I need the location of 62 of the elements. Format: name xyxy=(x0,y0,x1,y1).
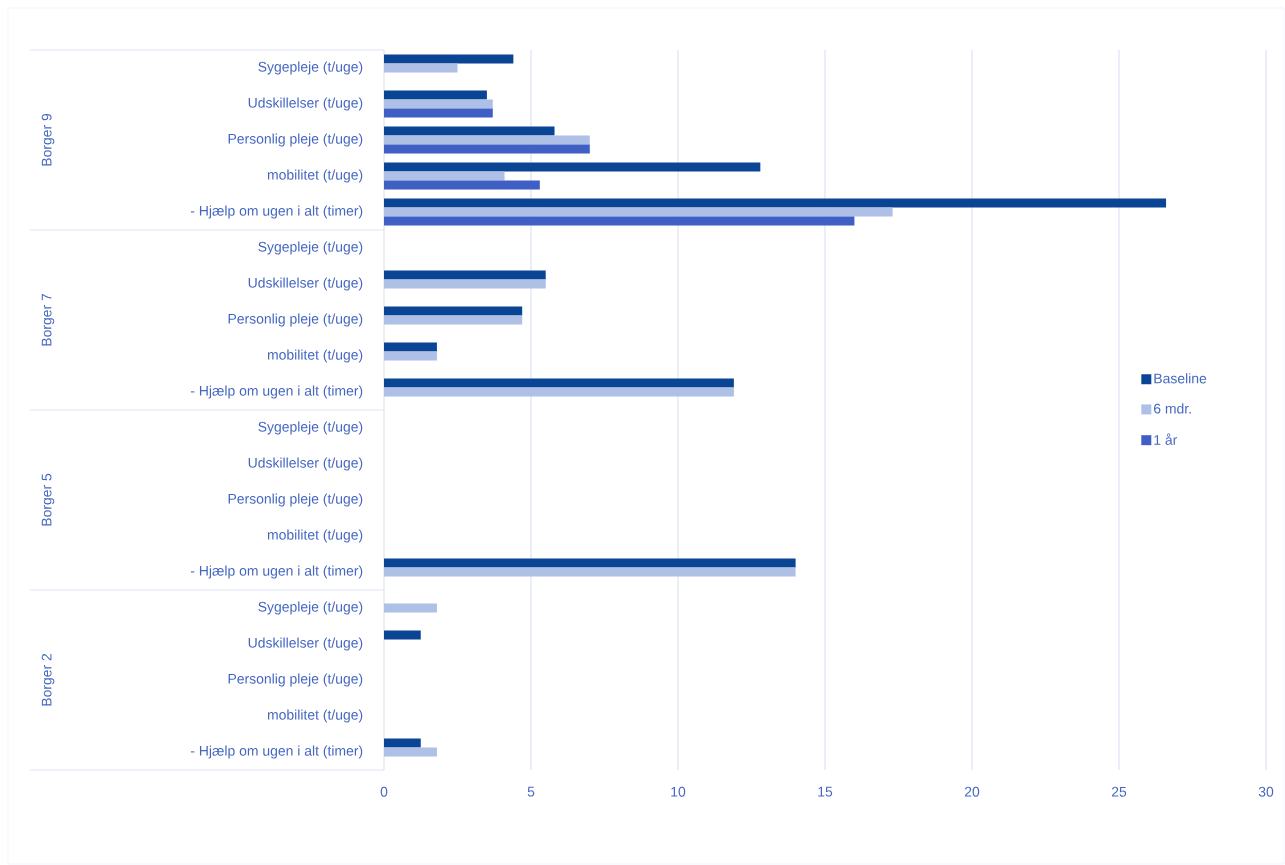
bar xyxy=(384,162,761,172)
text: Borger 9 xyxy=(41,113,55,166)
legend-label: Baseline xyxy=(1154,373,1207,384)
bar xyxy=(384,387,734,397)
x-tick-label: 0 xyxy=(380,786,388,797)
y-tick-label: Sygepleje (t/uge) xyxy=(258,601,363,615)
y-tick-label: Personlig pleje (t/uge) xyxy=(228,133,363,147)
y-tick-label: Sygepleje (t/uge) xyxy=(258,241,363,255)
bar xyxy=(384,54,514,64)
y-tick-label: Sygepleje (t/uge) xyxy=(258,421,363,435)
bar xyxy=(384,63,458,73)
y-tick-label: - Hjælp om ugen i alt (timer) xyxy=(190,745,363,759)
bar xyxy=(384,99,493,109)
bar xyxy=(384,747,437,757)
bar xyxy=(384,108,493,118)
y-tick-label: Personlig pleje (t/uge) xyxy=(228,313,363,327)
text: Borger 2 xyxy=(41,653,55,706)
y-tick-label: Udskillelser (t/uge) xyxy=(248,637,363,651)
text: Borger 5 xyxy=(41,473,55,526)
y-tick-label: Udskillelser (t/uge) xyxy=(248,97,363,111)
bar xyxy=(384,216,855,226)
bar xyxy=(384,180,540,190)
bar xyxy=(384,306,523,316)
bar xyxy=(384,738,421,748)
x-tick-label: 30 xyxy=(1258,786,1274,797)
y-tick-label: mobilitet (t/uge) xyxy=(267,529,363,543)
bar xyxy=(384,351,437,361)
x-tick-label: 25 xyxy=(1111,786,1127,797)
y-tick-label: mobilitet (t/uge) xyxy=(267,349,363,363)
bar xyxy=(384,126,555,136)
bar xyxy=(384,135,590,145)
y-tick-label: mobilitet (t/uge) xyxy=(267,169,363,183)
y-tick-label: Sygepleje (t/uge) xyxy=(258,61,363,75)
bar xyxy=(384,198,1167,208)
bar xyxy=(384,207,893,217)
bar xyxy=(384,144,590,154)
y-tick-label: Personlig pleje (t/uge) xyxy=(228,673,363,687)
x-tick-label: 5 xyxy=(527,786,535,797)
y-tick-label: - Hjælp om ugen i alt (timer) xyxy=(190,385,363,399)
y-tick-label: - Hjælp om ugen i alt (timer) xyxy=(190,205,363,219)
bar xyxy=(384,567,796,577)
bar xyxy=(384,558,796,568)
x-tick-label: 15 xyxy=(818,786,833,797)
y-tick-label: - Hjælp om ugen i alt (timer) xyxy=(190,565,363,579)
legend-label: 1 år xyxy=(1154,433,1178,445)
y-tick-label: mobilitet (t/uge) xyxy=(267,709,363,723)
y-tick-label: Udskillelser (t/uge) xyxy=(248,457,363,471)
bar xyxy=(384,378,734,388)
bar xyxy=(384,90,487,100)
text: Borger 7 xyxy=(41,293,55,346)
bar xyxy=(384,171,505,181)
x-tick-label: 10 xyxy=(671,786,686,797)
bar xyxy=(384,315,523,325)
y-tick-label: Udskillelser (t/uge) xyxy=(248,277,363,291)
x-tick-label: 20 xyxy=(964,786,980,797)
bar xyxy=(384,603,437,613)
legend-label: 6 mdr. xyxy=(1154,403,1191,414)
bar xyxy=(384,279,546,289)
bar xyxy=(384,630,421,640)
y-tick-label: Personlig pleje (t/uge) xyxy=(228,493,363,507)
bar xyxy=(384,342,437,352)
bar xyxy=(384,270,546,280)
